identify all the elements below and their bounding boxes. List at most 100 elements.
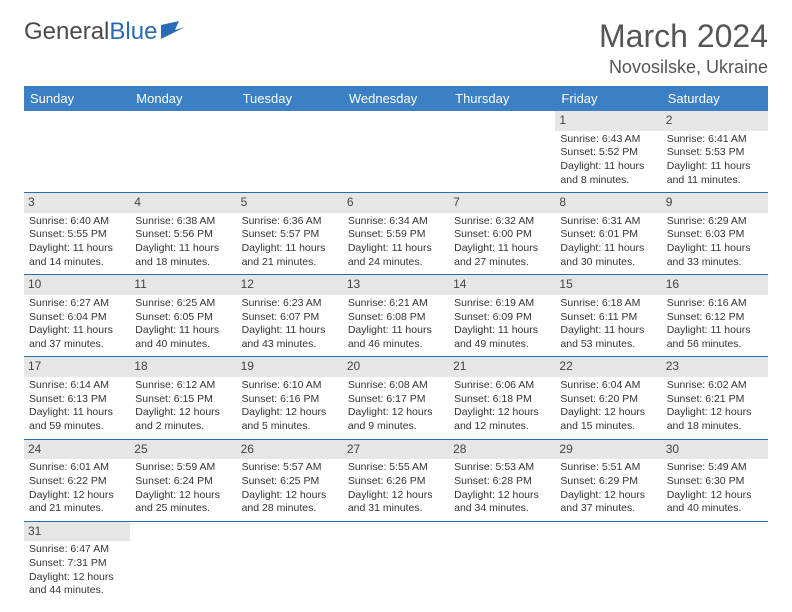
sunrise-text: Sunrise: 6:23 AM bbox=[242, 297, 338, 311]
day-number: 10 bbox=[24, 275, 130, 295]
daylight1-text: Daylight: 12 hours bbox=[667, 489, 763, 503]
sunrise-text: Sunrise: 6:08 AM bbox=[348, 379, 444, 393]
day-number: 29 bbox=[555, 440, 661, 460]
sunrise-text: Sunrise: 6:36 AM bbox=[242, 215, 338, 229]
daylight1-text: Daylight: 11 hours bbox=[667, 242, 763, 256]
daylight2-text: and 28 minutes. bbox=[242, 502, 338, 516]
daylight2-text: and 2 minutes. bbox=[135, 420, 231, 434]
sunrise-text: Sunrise: 6:40 AM bbox=[29, 215, 125, 229]
daylight2-text: and 25 minutes. bbox=[135, 502, 231, 516]
calendar-row: 10Sunrise: 6:27 AMSunset: 6:04 PMDayligh… bbox=[24, 275, 768, 357]
calendar-cell: 17Sunrise: 6:14 AMSunset: 6:13 PMDayligh… bbox=[24, 357, 130, 439]
day-number: 24 bbox=[24, 440, 130, 460]
daylight1-text: Daylight: 12 hours bbox=[135, 406, 231, 420]
day-number: 25 bbox=[130, 440, 236, 460]
sunset-text: Sunset: 6:09 PM bbox=[454, 311, 550, 325]
calendar-row: 1 Sunrise: 6:43 AMSunset: 5:52 PMDaylight… bbox=[24, 111, 768, 193]
sunset-text: Sunset: 6:18 PM bbox=[454, 393, 550, 407]
daylight2-text: and 37 minutes. bbox=[560, 502, 656, 516]
daylight1-text: Daylight: 11 hours bbox=[29, 324, 125, 338]
calendar-cell: 26Sunrise: 5:57 AMSunset: 6:25 PMDayligh… bbox=[237, 439, 343, 521]
day-number: 16 bbox=[662, 275, 768, 295]
day-number: 20 bbox=[343, 357, 449, 377]
calendar-cell: 31Sunrise: 6:47 AMSunset: 7:31 PMDayligh… bbox=[24, 521, 130, 603]
sunset-text: Sunset: 5:52 PM bbox=[560, 146, 656, 160]
daylight2-text: and 24 minutes. bbox=[348, 256, 444, 270]
daylight2-text: and 37 minutes. bbox=[29, 338, 125, 352]
calendar-cell: 11Sunrise: 6:25 AMSunset: 6:05 PMDayligh… bbox=[130, 275, 236, 357]
daylight1-text: Daylight: 11 hours bbox=[667, 324, 763, 338]
calendar-cell: 28Sunrise: 5:53 AMSunset: 6:28 PMDayligh… bbox=[449, 439, 555, 521]
sunset-text: Sunset: 6:28 PM bbox=[454, 475, 550, 489]
sunset-text: Sunset: 6:29 PM bbox=[560, 475, 656, 489]
daylight2-text: and 18 minutes. bbox=[135, 256, 231, 270]
day-number: 1 bbox=[555, 111, 661, 131]
sunrise-text: Sunrise: 5:49 AM bbox=[667, 461, 763, 475]
weekday-header: Saturday bbox=[662, 86, 768, 111]
calendar-cell: 8Sunrise: 6:31 AMSunset: 6:01 PMDaylight… bbox=[555, 193, 661, 275]
day-number: 27 bbox=[343, 440, 449, 460]
weekday-header: Sunday bbox=[24, 86, 130, 111]
day-number: 12 bbox=[237, 275, 343, 295]
daylight2-text: and 44 minutes. bbox=[29, 584, 125, 598]
calendar-cell: 19Sunrise: 6:10 AMSunset: 6:16 PMDayligh… bbox=[237, 357, 343, 439]
weekday-header: Wednesday bbox=[343, 86, 449, 111]
sunset-text: Sunset: 6:12 PM bbox=[667, 311, 763, 325]
day-number: 14 bbox=[449, 275, 555, 295]
weekday-header: Tuesday bbox=[237, 86, 343, 111]
daylight1-text: Daylight: 11 hours bbox=[29, 406, 125, 420]
day-number: 9 bbox=[662, 193, 768, 213]
calendar-cell: 6Sunrise: 6:34 AMSunset: 5:59 PMDaylight… bbox=[343, 193, 449, 275]
sunset-text: Sunset: 6:25 PM bbox=[242, 475, 338, 489]
calendar-cell: 12Sunrise: 6:23 AMSunset: 6:07 PMDayligh… bbox=[237, 275, 343, 357]
sunrise-text: Sunrise: 6:10 AM bbox=[242, 379, 338, 393]
daylight2-text: and 46 minutes. bbox=[348, 338, 444, 352]
sunset-text: Sunset: 6:03 PM bbox=[667, 228, 763, 242]
daylight1-text: Daylight: 11 hours bbox=[135, 324, 231, 338]
sunset-text: Sunset: 6:24 PM bbox=[135, 475, 231, 489]
sunset-text: Sunset: 6:30 PM bbox=[667, 475, 763, 489]
flag-icon bbox=[161, 18, 189, 46]
calendar-cell bbox=[24, 111, 130, 193]
day-number: 6 bbox=[343, 193, 449, 213]
day-number: 17 bbox=[24, 357, 130, 377]
daylight2-text: and 56 minutes. bbox=[667, 338, 763, 352]
sunrise-text: Sunrise: 6:06 AM bbox=[454, 379, 550, 393]
calendar-cell: 23Sunrise: 6:02 AMSunset: 6:21 PMDayligh… bbox=[662, 357, 768, 439]
daylight1-text: Daylight: 11 hours bbox=[560, 324, 656, 338]
calendar-row: 3Sunrise: 6:40 AMSunset: 5:55 PMDaylight… bbox=[24, 193, 768, 275]
sunrise-text: Sunrise: 6:29 AM bbox=[667, 215, 763, 229]
calendar-cell: 22Sunrise: 6:04 AMSunset: 6:20 PMDayligh… bbox=[555, 357, 661, 439]
daylight2-text: and 53 minutes. bbox=[560, 338, 656, 352]
daylight1-text: Daylight: 11 hours bbox=[135, 242, 231, 256]
daylight2-text: and 49 minutes. bbox=[454, 338, 550, 352]
sunset-text: Sunset: 5:56 PM bbox=[135, 228, 231, 242]
day-number: 2 bbox=[662, 111, 768, 131]
sunrise-text: Sunrise: 6:16 AM bbox=[667, 297, 763, 311]
sunrise-text: Sunrise: 6:34 AM bbox=[348, 215, 444, 229]
sunset-text: Sunset: 6:08 PM bbox=[348, 311, 444, 325]
daylight1-text: Daylight: 12 hours bbox=[29, 571, 125, 585]
daylight2-text: and 33 minutes. bbox=[667, 256, 763, 270]
calendar-cell: 15Sunrise: 6:18 AMSunset: 6:11 PMDayligh… bbox=[555, 275, 661, 357]
daylight1-text: Daylight: 12 hours bbox=[242, 489, 338, 503]
sunrise-text: Sunrise: 6:32 AM bbox=[454, 215, 550, 229]
logo: GeneralBlue bbox=[24, 18, 189, 46]
calendar-cell bbox=[130, 521, 236, 603]
day-number: 19 bbox=[237, 357, 343, 377]
calendar-cell: 4Sunrise: 6:38 AMSunset: 5:56 PMDaylight… bbox=[130, 193, 236, 275]
sunset-text: Sunset: 6:00 PM bbox=[454, 228, 550, 242]
day-number: 7 bbox=[449, 193, 555, 213]
daylight1-text: Daylight: 11 hours bbox=[560, 160, 656, 174]
daylight1-text: Daylight: 11 hours bbox=[242, 242, 338, 256]
daylight1-text: Daylight: 11 hours bbox=[29, 242, 125, 256]
calendar-cell: 2Sunrise: 6:41 AMSunset: 5:53 PMDaylight… bbox=[662, 111, 768, 193]
daylight1-text: Daylight: 12 hours bbox=[454, 406, 550, 420]
calendar-cell: 9 Sunrise: 6:29 AMSunset: 6:03 PMDaylight… bbox=[662, 193, 768, 275]
day-number: 11 bbox=[130, 275, 236, 295]
sunrise-text: Sunrise: 6:43 AM bbox=[560, 133, 656, 147]
daylight2-text: and 5 minutes. bbox=[242, 420, 338, 434]
sunrise-text: Sunrise: 6:18 AM bbox=[560, 297, 656, 311]
calendar-cell: 14Sunrise: 6:19 AMSunset: 6:09 PMDayligh… bbox=[449, 275, 555, 357]
logo-text-2: Blue bbox=[109, 18, 157, 46]
